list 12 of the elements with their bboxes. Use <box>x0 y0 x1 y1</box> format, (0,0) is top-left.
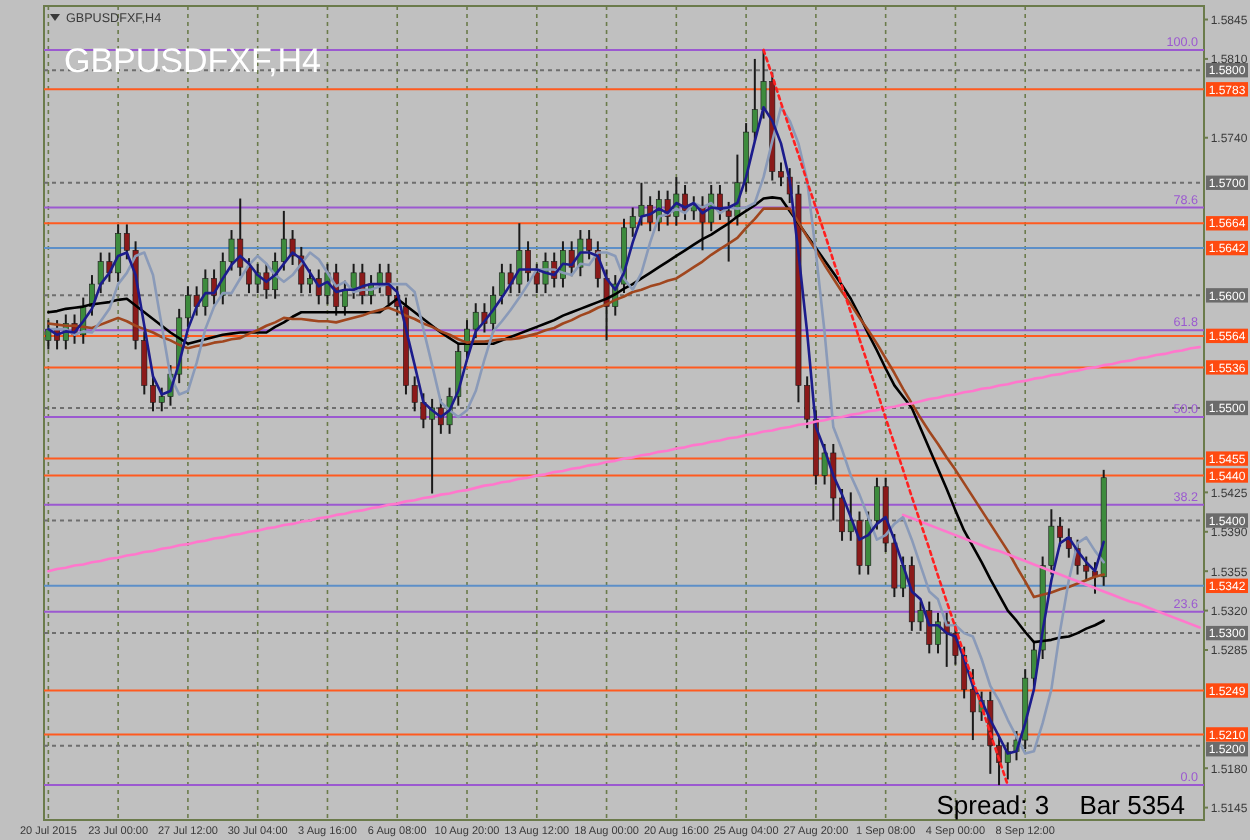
line-series <box>47 106 1105 755</box>
line-series <box>901 513 1201 629</box>
candlestick <box>856 510 863 576</box>
annotation: Bar 5354 <box>1079 790 1186 820</box>
text: GBPUSDFXF,H4 <box>64 42 321 80</box>
line-series <box>47 345 1201 573</box>
candlestick <box>1004 741 1011 781</box>
candlestick <box>45 319 52 351</box>
annotation: Spread: 3 <box>936 790 1050 820</box>
line-series <box>762 48 1010 787</box>
candlestick <box>385 262 392 306</box>
candlestick <box>341 279 348 317</box>
